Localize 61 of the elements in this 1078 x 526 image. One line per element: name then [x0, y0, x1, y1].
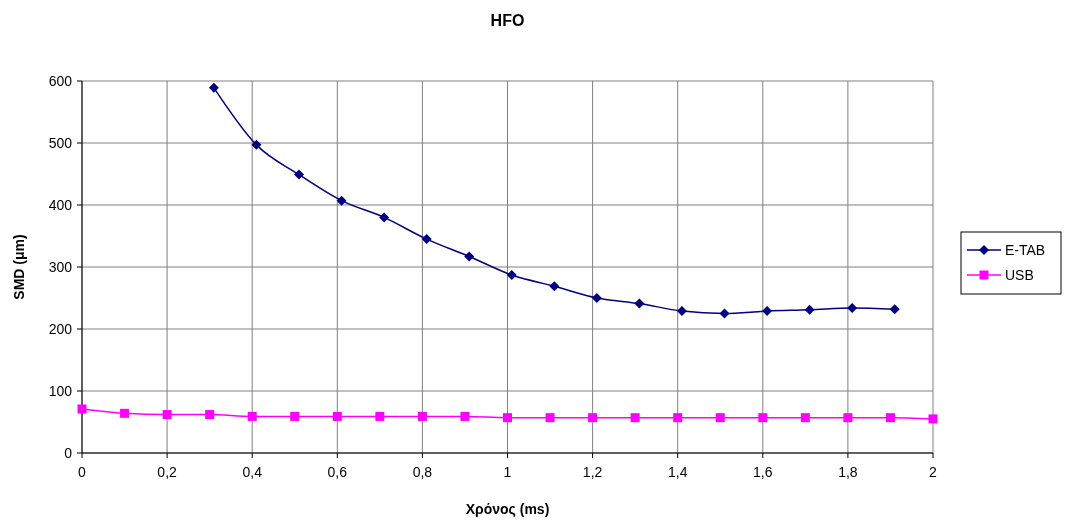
- point: [379, 212, 390, 223]
- x-tick-label: 0,8: [412, 464, 433, 480]
- point: [634, 298, 645, 309]
- point: [162, 410, 172, 420]
- x-tick-label: 0,2: [157, 464, 178, 480]
- y-tick-label: 300: [48, 258, 73, 275]
- point: [928, 414, 938, 424]
- point: [889, 304, 900, 315]
- y-tick-label: 500: [48, 134, 73, 151]
- point: [464, 251, 475, 262]
- point: [885, 413, 895, 423]
- point: [588, 413, 598, 423]
- point: [460, 411, 470, 421]
- x-tick-label: 2: [929, 464, 938, 480]
- point: [843, 413, 853, 423]
- point: [800, 413, 810, 423]
- point: [549, 281, 560, 292]
- point: [120, 408, 130, 418]
- point: [673, 413, 683, 423]
- x-axis-title: Χρόνος (ms): [465, 501, 550, 517]
- point: [719, 308, 730, 319]
- y-tick-label: 400: [48, 196, 73, 213]
- point: [375, 411, 385, 421]
- point: [417, 411, 427, 421]
- point: [804, 304, 815, 315]
- point: [205, 410, 215, 420]
- x-tick-label: 1,2: [582, 464, 603, 480]
- point: [421, 234, 432, 245]
- point: [503, 413, 512, 423]
- point: [332, 411, 342, 421]
- x-tick-label: 1,6: [753, 464, 773, 480]
- point: [545, 413, 555, 423]
- point: [762, 306, 773, 317]
- point: [294, 169, 305, 180]
- point: [336, 195, 347, 206]
- point: [247, 411, 257, 421]
- point: [630, 413, 640, 423]
- point: [591, 293, 602, 303]
- point: [758, 413, 768, 423]
- point: [290, 411, 300, 421]
- point: [715, 413, 725, 423]
- point: [506, 270, 517, 281]
- legend-label: E-TAB: [1005, 241, 1046, 258]
- legend-label: USB: [1005, 266, 1034, 283]
- point: [676, 306, 687, 317]
- point: [208, 82, 219, 93]
- x-tick-label: 1,8: [838, 464, 858, 480]
- point: [251, 139, 262, 150]
- y-tick-label: 100: [48, 382, 73, 399]
- y-axis-title: SMD (μm): [11, 234, 27, 300]
- chart-title: HFO: [490, 12, 525, 29]
- x-tick-label: 1: [503, 464, 512, 480]
- point: [847, 302, 858, 313]
- y-tick-label: 200: [48, 320, 73, 337]
- x-tick-label: 0,4: [242, 464, 263, 480]
- x-tick-label: 0,6: [327, 464, 348, 480]
- y-tick-label: 0: [64, 444, 73, 461]
- point: [77, 404, 87, 414]
- x-tick-label: 0: [78, 464, 87, 480]
- x-tick-label: 1,4: [667, 464, 688, 480]
- y-tick-label: 600: [48, 72, 73, 89]
